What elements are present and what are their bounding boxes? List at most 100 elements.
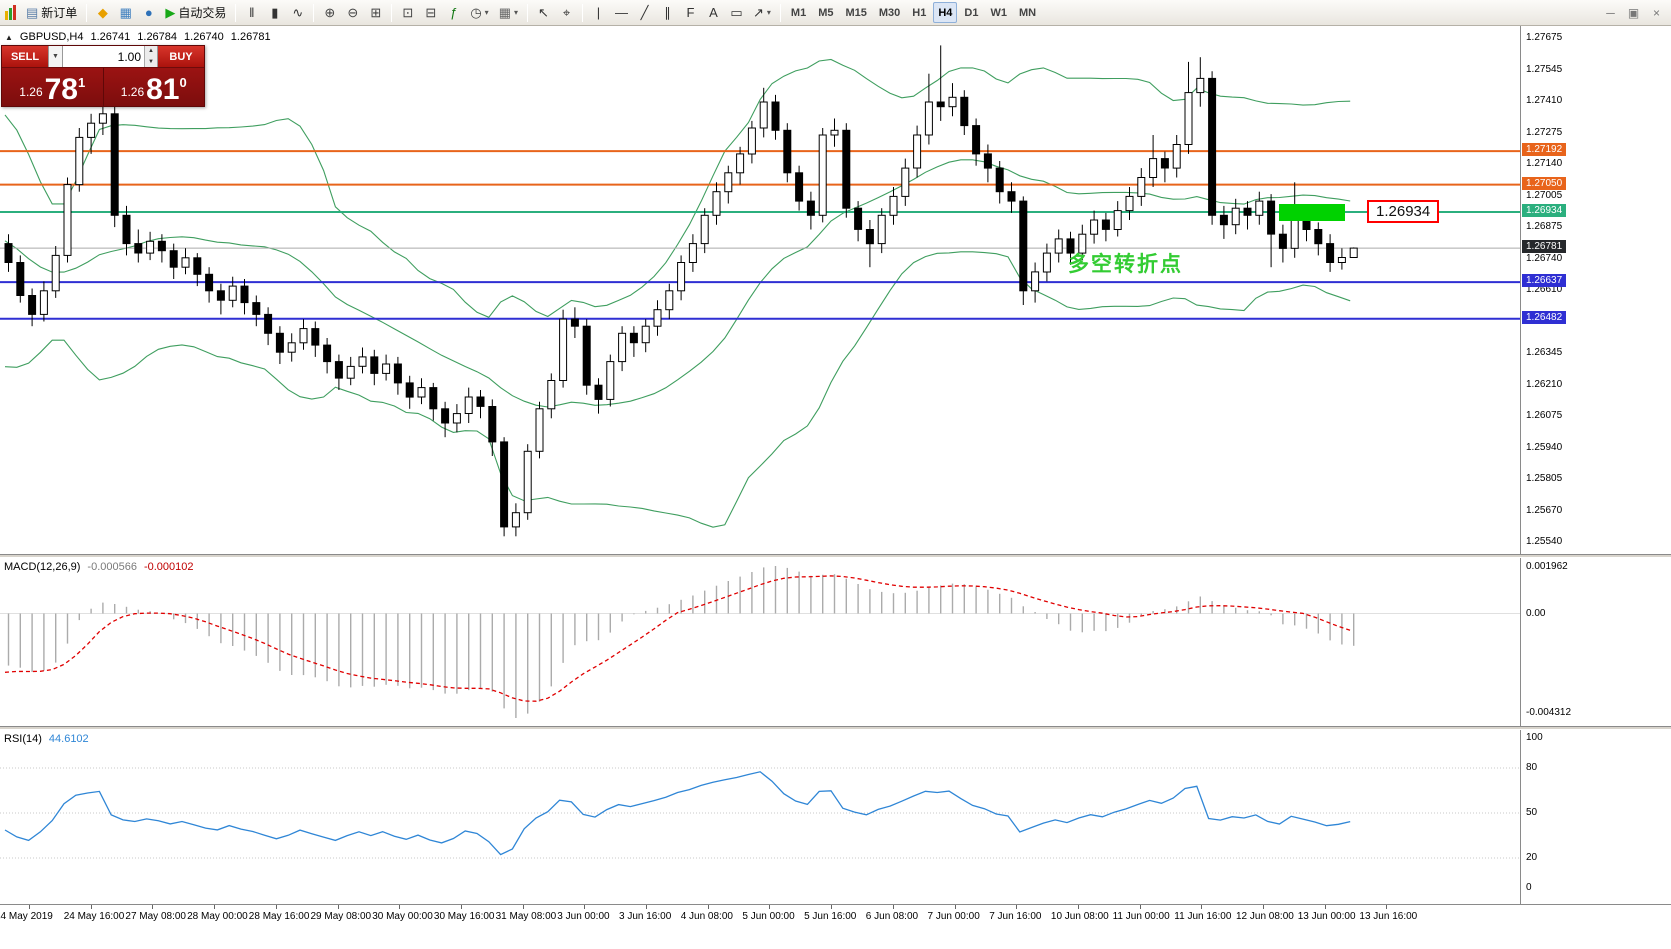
bar-chart-button[interactable]: ‖ bbox=[241, 2, 262, 23]
timeframe-h1-button[interactable]: H1 bbox=[912, 6, 927, 19]
cascade-windows-button[interactable]: ⊡ bbox=[397, 2, 418, 23]
arrange-windows-button[interactable]: ⊟ bbox=[420, 2, 441, 23]
bollinger-band-line bbox=[4, 159, 1351, 408]
macd-pane[interactable]: MACD(12,26,9) -0.000566 -0.000102 bbox=[0, 558, 1520, 726]
sell-button[interactable]: SELL bbox=[2, 46, 48, 67]
autotrading-button[interactable]: ▶ 自动交易 bbox=[161, 2, 230, 23]
templates-button[interactable]: ▦ ▾ bbox=[495, 2, 522, 23]
bollinger-band-line bbox=[4, 58, 1351, 318]
candle bbox=[1184, 92, 1193, 145]
timeframe-m5-button[interactable]: M5 bbox=[818, 6, 834, 19]
zoom-in-icon: ⊕ bbox=[324, 5, 336, 20]
line-chart-button[interactable]: ∿ bbox=[287, 2, 308, 23]
candle bbox=[157, 240, 166, 252]
ohlc-low: 1.26740 bbox=[184, 31, 224, 43]
rsi-scale-label: 50 bbox=[1526, 807, 1538, 818]
metaeditor-button[interactable]: ◆ bbox=[92, 2, 113, 23]
rsi-chart[interactable] bbox=[0, 730, 1520, 904]
pane-splitter[interactable] bbox=[0, 554, 1671, 558]
main-chart-pane[interactable]: ▲ GBPUSD,H4 1.26741 1.26784 1.26740 1.26… bbox=[0, 26, 1520, 554]
candle bbox=[641, 325, 650, 344]
highlight-zone-rect[interactable] bbox=[1279, 204, 1345, 221]
time-axis-label: 12 Jun 08:00 bbox=[1236, 911, 1294, 922]
community-button[interactable]: ● bbox=[138, 2, 159, 23]
text-label-button[interactable]: ▭ bbox=[726, 2, 747, 23]
pane-splitter[interactable] bbox=[0, 726, 1671, 730]
buy-button[interactable]: BUY bbox=[158, 46, 204, 67]
timeframe-h4-button[interactable]: H4 bbox=[933, 2, 958, 23]
rsi-label: RSI(14) 44.6102 bbox=[4, 733, 89, 745]
zoom-out-button[interactable]: ⊖ bbox=[342, 2, 363, 23]
candle bbox=[1255, 200, 1264, 216]
trendline-button[interactable]: ╱ bbox=[634, 2, 655, 23]
close-window-button[interactable]: × bbox=[1652, 5, 1660, 20]
volume-up-button[interactable]: ▲ bbox=[145, 46, 157, 57]
sell-price-small: 1.26 bbox=[19, 85, 43, 99]
chevron-down-icon: ▾ bbox=[513, 8, 518, 17]
autotrading-button-label: 自动交易 bbox=[178, 6, 227, 20]
channel-button[interactable]: ∥ bbox=[657, 2, 678, 23]
rsi-pane[interactable]: RSI(14) 44.6102 bbox=[0, 730, 1520, 904]
price-line-badge: 1.27050 bbox=[1522, 176, 1567, 190]
time-axis-label: 27 May 08:00 bbox=[125, 911, 186, 922]
fibonacci-button[interactable]: F bbox=[680, 2, 701, 23]
time-axis-label: 4 Jun 08:00 bbox=[680, 911, 733, 922]
fibonacci-icon: F bbox=[686, 5, 695, 20]
indicators-button[interactable]: ƒ bbox=[443, 2, 464, 23]
cursor-button[interactable]: ↖ bbox=[533, 2, 554, 23]
timeframe-w1-button[interactable]: W1 bbox=[990, 6, 1007, 19]
candle bbox=[1042, 252, 1051, 273]
candle bbox=[358, 356, 367, 367]
candle bbox=[98, 113, 107, 124]
sell-price[interactable]: 1.26 78 1 bbox=[2, 68, 103, 106]
timeframe-mn-button[interactable]: MN bbox=[1018, 6, 1037, 19]
timeframe-d1-button[interactable]: D1 bbox=[964, 6, 979, 19]
tile-windows-icon: ⊞ bbox=[370, 5, 382, 20]
restore-window-button[interactable]: ▣ bbox=[1627, 5, 1640, 20]
zoom-in-button[interactable]: ⊕ bbox=[319, 2, 340, 23]
minimize-window-button[interactable]: ─ bbox=[1606, 5, 1615, 20]
time-axis[interactable]: 24 May 2019 24 May 16:00 27 May 08:00 28 Ma… bbox=[0, 904, 1671, 949]
toolbar: ▤ 新订单 ◆ ▦ ● ▶ 自动交易 ‖ ▮ ∿ ⊕ ⊖ ⊞ ⊡ ⊟ ƒ ◷ ▾ ▦ ▾ ↖ ⌖ | — ╱ ∥ F A ▭ ↗ ▾ M1 M5… bbox=[0, 0, 1671, 26]
price-tick-label: 1.25670 bbox=[1526, 504, 1563, 516]
candle bbox=[865, 229, 874, 245]
crosshair-button[interactable]: ⌖ bbox=[556, 2, 577, 23]
macd-chart[interactable] bbox=[0, 558, 1520, 726]
candle bbox=[1314, 229, 1323, 245]
horizontal-line-button[interactable]: — bbox=[611, 2, 632, 23]
timeframe-m1-button[interactable]: M1 bbox=[790, 6, 807, 19]
candle bbox=[87, 122, 96, 138]
time-axis-label: 28 May 16:00 bbox=[248, 911, 310, 922]
window-buttons: ─ ▣ × bbox=[1599, 2, 1668, 23]
shapes-button[interactable]: ↗ ▾ bbox=[749, 2, 775, 23]
candlestick-chart[interactable] bbox=[0, 26, 1520, 554]
new-order-button[interactable]: ▤ 新订单 bbox=[22, 2, 81, 23]
shapes-icon: ↗ bbox=[753, 5, 764, 20]
vertical-line-button[interactable]: | bbox=[588, 2, 609, 23]
time-axis-label: 13 Jun 00:00 bbox=[1297, 911, 1356, 922]
candle bbox=[1278, 233, 1287, 249]
toolbar-separator bbox=[313, 3, 315, 22]
periods-button[interactable]: ◷ ▾ bbox=[466, 2, 492, 23]
volume-dropdown-button[interactable]: ▼ bbox=[48, 46, 62, 67]
rsi-value: 44.6102 bbox=[48, 733, 89, 745]
zoom-out-icon: ⊖ bbox=[347, 5, 359, 20]
timeframe-m30-button[interactable]: M30 bbox=[878, 6, 901, 19]
candle bbox=[287, 342, 296, 353]
candle bbox=[806, 200, 815, 216]
volume-value[interactable]: 1.00 bbox=[117, 49, 141, 64]
tile-windows-button[interactable]: ⊞ bbox=[365, 2, 386, 23]
volume-input[interactable]: 1.00 ▲ ▼ bbox=[62, 46, 158, 67]
candlestick-chart-button[interactable]: ▮ bbox=[264, 2, 285, 23]
time-axis-label: 5 Jun 00:00 bbox=[742, 911, 795, 922]
price-scale[interactable]: 1.27675 1.27545 1.27410 1.27275 1.27140 1.270… bbox=[1520, 26, 1671, 904]
time-axis-label: 3 Jun 16:00 bbox=[619, 911, 672, 922]
price-tick-label: 1.25805 bbox=[1526, 473, 1563, 484]
candle bbox=[264, 313, 273, 334]
candle bbox=[936, 101, 945, 108]
buy-price[interactable]: 1.26 81 0 bbox=[104, 68, 205, 106]
volume-down-button[interactable]: ▼ bbox=[145, 56, 157, 67]
timeframe-m15-button[interactable]: M15 bbox=[845, 6, 867, 19]
text-button[interactable]: A bbox=[703, 2, 724, 23]
market-button[interactable]: ▦ bbox=[115, 2, 136, 23]
